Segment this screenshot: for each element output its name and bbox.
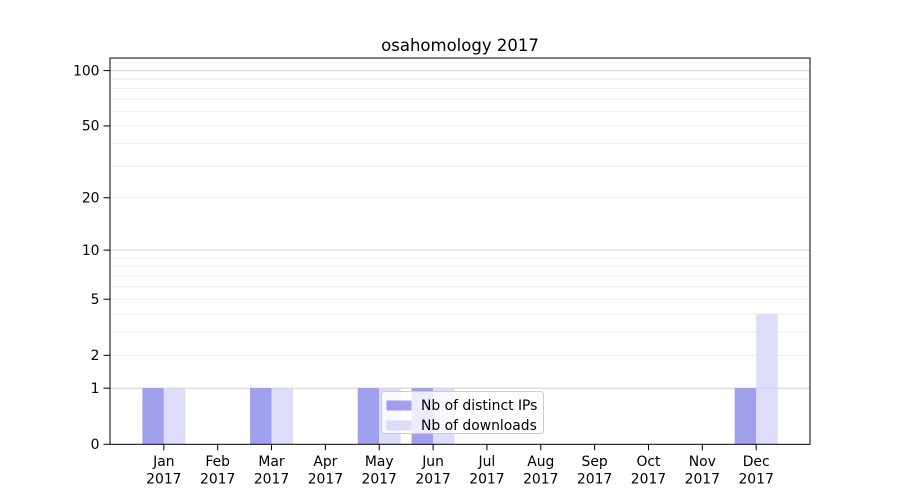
y-tick-label: 0 [91, 437, 100, 453]
bar-nb-of-distinct-ips-jan [142, 388, 164, 445]
x-tick-label-month: Jul [478, 454, 496, 470]
x-tick-label-year: 2017 [254, 472, 289, 488]
x-tick-label-year: 2017 [362, 472, 397, 488]
x-tick-label-month: Apr [313, 454, 337, 470]
bar-nb-of-downloads-mar [271, 388, 294, 445]
x-tick-label-month: Mar [258, 454, 284, 470]
x-tick-label-month: Oct [636, 454, 661, 470]
x-tick-label-month: Jan [152, 454, 174, 470]
legend-swatch-icon [386, 420, 412, 431]
y-tick-label: 100 [73, 63, 100, 79]
legend-item-label: Nb of distinct IPs [421, 398, 537, 414]
plot-border [109, 57, 811, 445]
x-tick-label-year: 2017 [200, 472, 235, 488]
x-tick-label-year: 2017 [577, 472, 612, 488]
y-tick-label: 5 [91, 292, 100, 308]
x-tick-label-year: 2017 [146, 472, 181, 488]
chart-title: osahomology 2017 [381, 36, 539, 55]
x-tick-label-month: Sep [582, 454, 608, 470]
x-tick-label-year: 2017 [469, 472, 504, 488]
x-tick-label-month: Feb [205, 454, 230, 470]
x-tick-label-year: 2017 [523, 472, 558, 488]
y-tick-label: 50 [82, 119, 100, 135]
x-tick-label-year: 2017 [631, 472, 666, 488]
x-tick-label-month: Dec [743, 454, 770, 470]
x-tick-label-year: 2017 [308, 472, 343, 488]
bar-nb-of-distinct-ips-dec [734, 388, 757, 445]
x-tick-label-year: 2017 [415, 472, 450, 488]
x-tick-label-month: Aug [527, 454, 554, 470]
legend-item-label: Nb of downloads [421, 418, 537, 434]
legend-box [381, 391, 544, 434]
x-tick-label-month: May [365, 454, 394, 470]
y-tick-label: 1 [91, 381, 100, 397]
bar-nb-of-distinct-ips-mar [250, 388, 272, 445]
y-tick-label: 2 [91, 348, 100, 364]
x-tick-label-month: Nov [689, 454, 716, 470]
x-tick-label-year: 2017 [738, 472, 773, 488]
bar-nb-of-downloads-dec [756, 313, 778, 445]
bar-nb-of-downloads-jan [163, 388, 186, 445]
y-tick-label: 10 [82, 243, 100, 259]
x-tick-label-year: 2017 [685, 472, 720, 488]
bar-nb-of-distinct-ips-may [357, 388, 380, 445]
x-tick-label-month: Jun [421, 454, 444, 470]
y-tick-label: 20 [82, 191, 100, 207]
legend-swatch-icon [386, 400, 412, 411]
